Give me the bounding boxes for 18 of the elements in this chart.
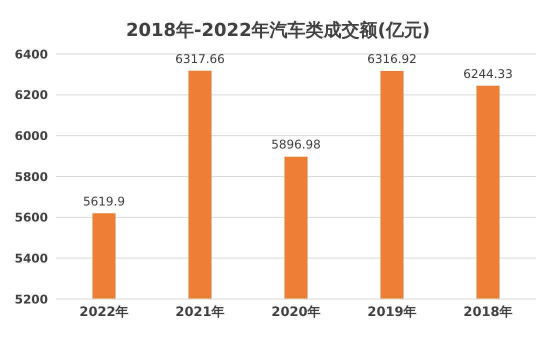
data-label: 5896.98 [271, 138, 321, 152]
y-tick-label: 5600 [14, 210, 48, 225]
y-tick-label: 5200 [14, 292, 48, 306]
chart-title: 2018年-2022年汽车类成交额(亿元) [124, 19, 432, 43]
y-tick-label: 6000 [14, 128, 48, 143]
data-label: 6316.92 [367, 52, 417, 66]
x-tick-label: 2019年 [367, 305, 417, 320]
data-label: 6244.33 [463, 66, 513, 81]
x-tick-label: 2022年 [79, 305, 129, 320]
y-tick-label: 5400 [14, 251, 48, 266]
data-label: 5619.9 [83, 194, 125, 208]
x-tick-label: 2021年 [175, 305, 225, 320]
y-tick-label: 5800 [14, 170, 48, 184]
y-tick-label: 6200 [14, 88, 48, 102]
y-tick-label: 6400 [14, 47, 48, 62]
data-label: 6317.66 [175, 52, 225, 66]
x-tick-label: 2018年 [463, 305, 513, 320]
x-tick-label: 2020年 [271, 305, 321, 320]
